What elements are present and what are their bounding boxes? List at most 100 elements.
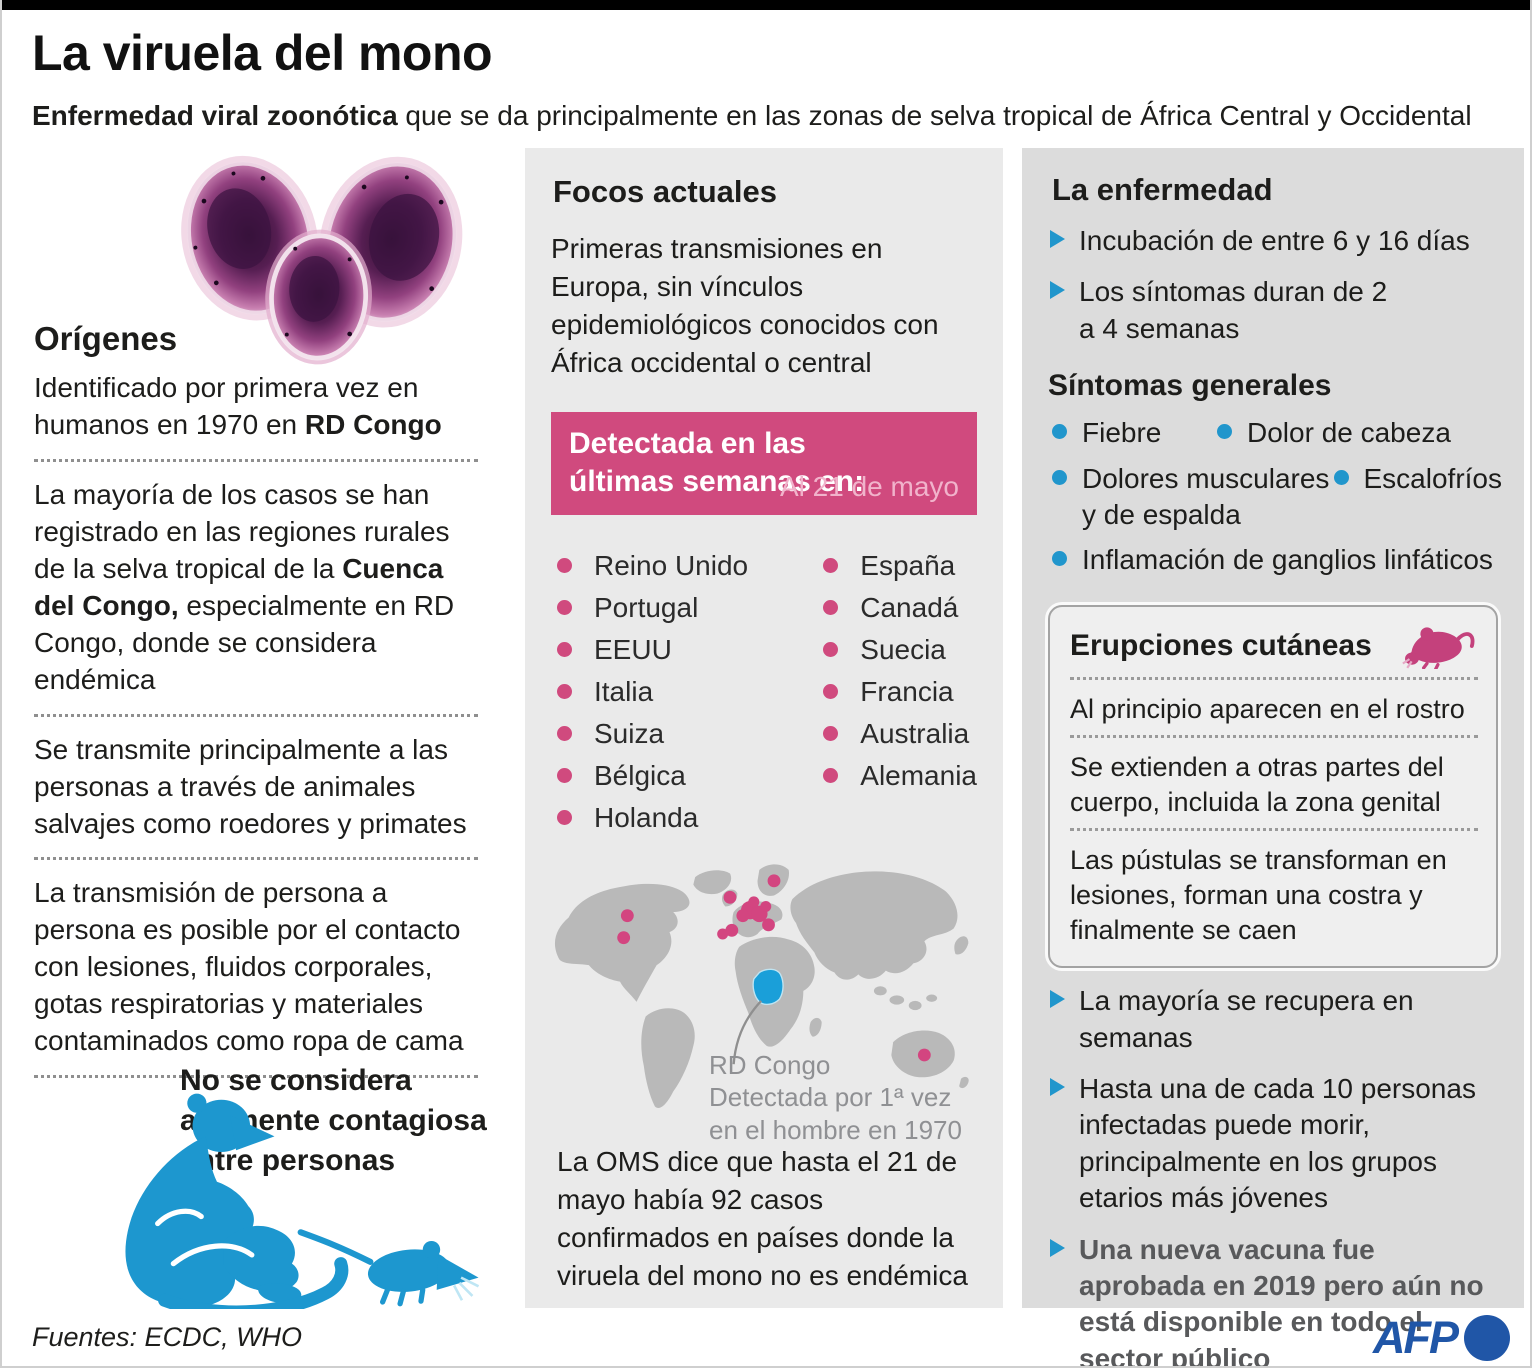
monkey-and-rodent-illustration <box>125 1093 480 1309</box>
origins-p1-bold: RD Congo <box>304 408 442 440</box>
blue-dot-icon <box>1052 424 1067 440</box>
rash-paragraph-2: Se extienden a otras partes del cuerpo, … <box>1070 751 1444 817</box>
sources-credit: Fuentes: ECDC, WHO <box>32 1322 303 1352</box>
list-item: Francia <box>823 671 977 713</box>
origins-p1-text: Identificado por primera vez en humanos … <box>34 372 419 440</box>
origins-paragraph-1: Identificado por primera vez en humanos … <box>34 370 478 444</box>
symptom-item: Fiebre <box>1048 415 1213 451</box>
outcome-bullet-text: La mayoría se recupera en semanas <box>1079 985 1414 1053</box>
country-list-left: Reino Unido Portugal EEUU Italia Suiza B… <box>557 545 823 839</box>
outbreak-dots <box>617 873 931 1061</box>
country-label: Alemania <box>860 759 977 791</box>
banner-title: Detectada en las últimas semanas en: <box>569 427 865 499</box>
pink-dot-icon <box>823 768 839 783</box>
page-subtitle: Enfermedad viral zoonótica que se da pri… <box>32 100 1512 132</box>
list-item: Suecia <box>823 629 977 671</box>
disease-bullet: Incubación de entre 6 y 16 días <box>1048 223 1502 259</box>
country-label: Holanda <box>594 801 699 833</box>
banner-date: Al 21 de mayo <box>780 470 959 502</box>
disease-panel: La enfermedad Incubación de entre 6 y 16… <box>1022 148 1524 1366</box>
subtitle-rest: que se da principalmente en las zonas de… <box>397 100 1472 131</box>
rash-paragraph-1: Al principio aparecen en el rostro <box>1070 693 1465 724</box>
country-label: Australia <box>860 717 970 749</box>
arrow-bullet-icon <box>1050 1078 1065 1097</box>
pink-dot-icon <box>557 600 572 615</box>
foci-intro: Primeras transmisiones en Europa, sin ví… <box>551 233 939 379</box>
symptom-label: Fiebre <box>1082 417 1162 449</box>
map-pointer-line <box>732 999 762 1064</box>
outcome-bullet: Una nueva vacuna fue aprobada en 2019 pe… <box>1048 1232 1502 1368</box>
blue-dot-icon <box>1333 469 1349 485</box>
arrow-bullet-icon <box>1050 281 1065 300</box>
rash-header: Erupciones cutáneas <box>1070 621 1478 669</box>
symptom-label: Inflamación de ganglios linfáticos <box>1082 544 1493 576</box>
disease-heading: La enfermedad <box>1052 172 1273 207</box>
origins-paragraph-3: Se transmite principalmente a las person… <box>34 733 467 839</box>
symptom-row: Inflamación de ganglios linfáticos <box>1048 542 1502 578</box>
disease-bullet-text: Incubación de entre 6 y 16 días <box>1079 225 1470 256</box>
pink-dot-icon <box>557 726 572 741</box>
list-item: Australia <box>823 713 977 755</box>
list-item: Canadá <box>823 587 977 629</box>
rat-icon <box>1402 627 1475 669</box>
pink-dot-icon <box>823 726 839 741</box>
symptoms-heading: Síntomas generales <box>1048 369 1332 403</box>
virus-particles-illustration <box>181 155 463 365</box>
symptom-row: Fiebre Dolor de cabeza <box>1048 415 1502 451</box>
list-item: Holanda <box>557 797 823 839</box>
pink-dot-icon <box>823 684 839 699</box>
origins-paragraph-2: La mayoría de los casos se han registrad… <box>34 477 478 699</box>
map-annotation-line3: en el hombre en 1970 <box>709 1115 962 1145</box>
list-item: Alemania <box>823 755 977 797</box>
pink-dot-icon <box>823 558 839 573</box>
pink-dot-icon <box>557 810 572 825</box>
dotted-divider <box>34 458 478 462</box>
current-outbreaks-panel: Focos actuales Primeras transmisiones en… <box>525 148 1003 1308</box>
rash-paragraph-3: Las pústulas se transforman en lesiones,… <box>1070 845 1447 946</box>
pink-dot-icon <box>557 558 572 573</box>
list-item: España <box>823 545 977 587</box>
arrow-bullet-icon <box>1050 230 1065 248</box>
origins-paragraph-4: La transmisión de persona a persona es p… <box>34 877 464 1057</box>
country-label: Suecia <box>860 633 946 665</box>
symptom-label: Escalofríos <box>1363 462 1503 494</box>
symptom-item: Dolor de cabeza <box>1213 415 1451 451</box>
origins-heading: Orígenes <box>34 320 178 357</box>
blue-dot-icon <box>1052 469 1067 485</box>
country-label: Italia <box>594 675 654 707</box>
origins-paragraphs: Identificado por primera vez en humanos … <box>34 370 478 1093</box>
country-label: Portugal <box>594 591 699 623</box>
map-annotation-line2: Detectada por 1ª vez <box>709 1082 952 1113</box>
disease-bullet: Los síntomas duran de 2 a 4 semanas <box>1048 274 1502 347</box>
dotted-divider <box>1070 734 1478 738</box>
outcome-bullet-text: Una nueva vacuna fue aprobada en 2019 pe… <box>1079 1233 1484 1368</box>
country-list: Reino Unido Portugal EEUU Italia Suiza B… <box>551 545 977 839</box>
dotted-divider <box>34 713 478 717</box>
country-label: Bélgica <box>594 759 686 791</box>
symptom-item: Dolores musculares y de espalda <box>1048 461 1330 534</box>
rash-heading: Erupciones cutáneas <box>1070 628 1372 662</box>
blue-dot-icon <box>1052 551 1067 567</box>
pink-dot-icon <box>823 600 839 615</box>
world-map-svg <box>554 863 969 1108</box>
outcome-bullet: Hasta una de cada 10 personas infectadas… <box>1048 1071 1502 1217</box>
world-map: RD Congo Detectada por 1ª vez en el homb… <box>543 851 983 1145</box>
skin-rash-box: Erupciones cutáneas Al principio aparece… <box>1048 604 1498 969</box>
top-black-bar <box>2 0 1530 10</box>
country-label: Francia <box>860 675 954 707</box>
who-note: La OMS dice que hasta el 21 de mayo habí… <box>557 1145 968 1291</box>
map-annotation: RD Congo Detectada por 1ª vez en el homb… <box>709 1049 962 1147</box>
subtitle-bold: Enfermedad viral zoonótica <box>32 100 398 131</box>
afp-logo-circle <box>1464 1315 1510 1361</box>
country-label: Canadá <box>860 591 959 623</box>
country-list-right: España Canadá Suecia Francia Australia A… <box>823 545 977 839</box>
list-item: Italia <box>557 671 823 713</box>
foci-heading: Focos actuales <box>553 174 777 209</box>
dotted-divider <box>34 1075 478 1079</box>
list-item: EEUU <box>557 629 823 671</box>
page-title: La viruela del mono <box>32 25 493 81</box>
list-item: Reino Unido <box>557 545 823 587</box>
afp-logo-text: AFP <box>1373 1312 1459 1363</box>
detected-banner: Detectada en las últimas semanas en: Al … <box>551 412 977 515</box>
outcome-bullet: La mayoría se recupera en semanas <box>1048 983 1502 1056</box>
